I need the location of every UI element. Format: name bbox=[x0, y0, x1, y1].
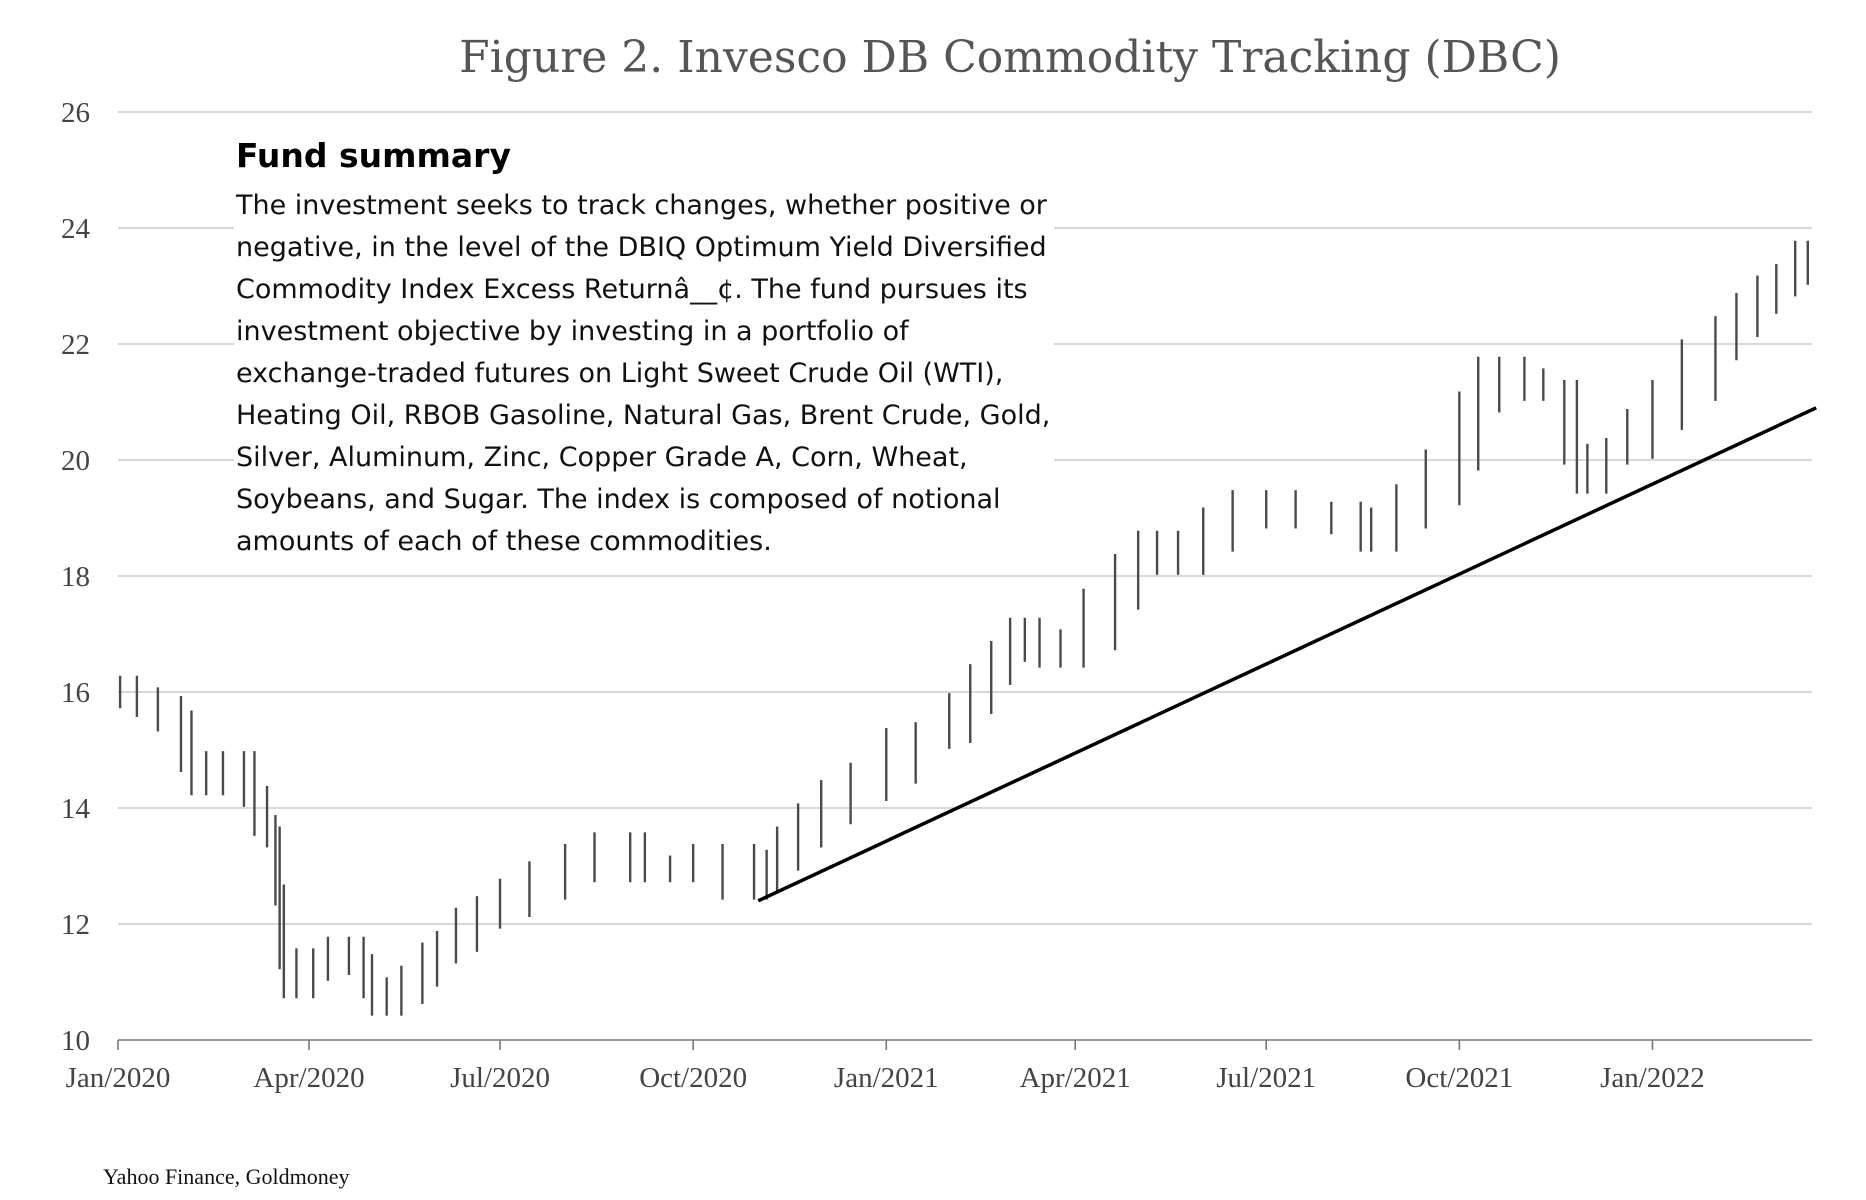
trendline-layer bbox=[757, 406, 1817, 903]
y-tick-label: 20 bbox=[61, 445, 90, 477]
x-tick-label: Oct/2021 bbox=[1405, 1062, 1513, 1094]
fund-summary-text: The investment seeks to track changes, w… bbox=[236, 190, 1051, 557]
source-label: Yahoo Finance, Goldmoney bbox=[103, 1164, 349, 1189]
fund-summary-heading: Fund summary bbox=[236, 136, 511, 175]
trendline bbox=[757, 406, 1817, 903]
x-tick-label: Jan/2022 bbox=[1600, 1062, 1705, 1094]
x-tick-label: Jul/2021 bbox=[1216, 1062, 1316, 1094]
y-tick-label: 10 bbox=[61, 1025, 90, 1057]
x-tick-label: Jan/2020 bbox=[66, 1062, 171, 1094]
price-bars bbox=[118, 240, 1810, 1016]
x-tick-label: Jul/2020 bbox=[450, 1062, 550, 1094]
y-tick-label: 26 bbox=[61, 97, 90, 129]
x-tick-label: Apr/2021 bbox=[1020, 1062, 1131, 1094]
x-tick-label: Jan/2021 bbox=[834, 1062, 939, 1094]
y-tick-label: 14 bbox=[61, 793, 91, 825]
y-tick-label: 24 bbox=[61, 213, 91, 245]
y-tick-label: 18 bbox=[61, 561, 90, 593]
y-tick-label: 16 bbox=[61, 677, 90, 709]
fund-summary-box: Fund summary The investment seeks to tra… bbox=[234, 132, 1054, 571]
y-tick-label: 12 bbox=[61, 909, 90, 941]
chart-title: Figure 2. Invesco DB Commodity Tracking … bbox=[459, 32, 1561, 83]
x-tick-label: Apr/2020 bbox=[253, 1062, 364, 1094]
y-tick-label: 22 bbox=[61, 329, 90, 361]
x-tick-label: Oct/2020 bbox=[639, 1062, 747, 1094]
axes: 10 12 14 16 18 20 22 24 26 Jan/2020 Apr/2020 Jul/20… bbox=[61, 97, 1812, 1094]
